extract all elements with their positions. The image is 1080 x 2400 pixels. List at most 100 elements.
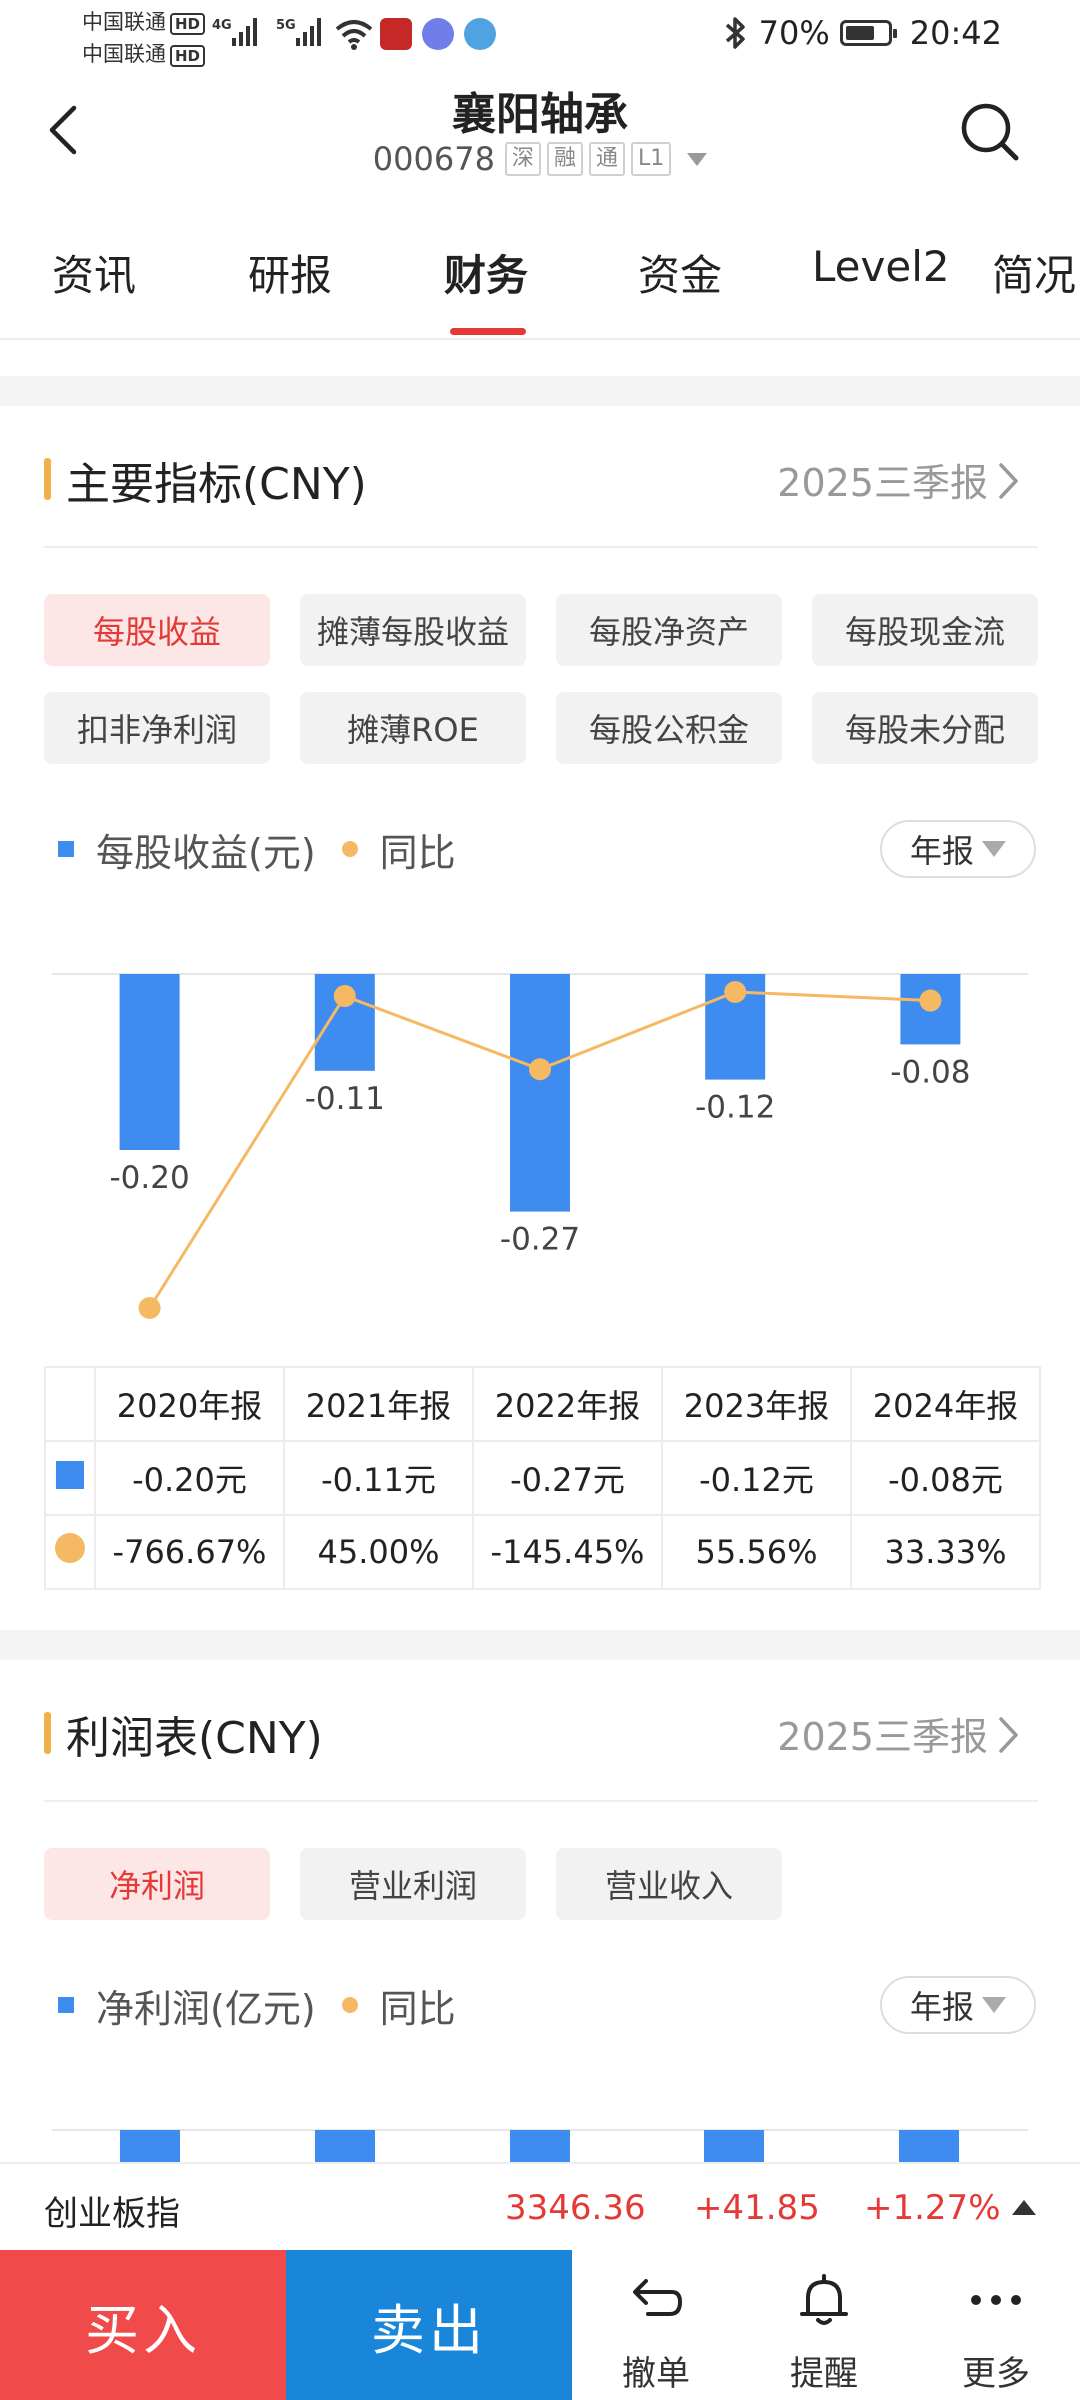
clock: 20:42 — [909, 14, 1002, 52]
period-select-value: 年报 — [909, 832, 974, 870]
table-header-row: 2020年报 2021年报 2022年报 2023年报 2024年报 — [44, 1366, 1041, 1442]
report-period-link[interactable]: 2025三季报 — [777, 461, 988, 505]
tab-finance[interactable]: 财务 — [444, 251, 529, 300]
table-cell: 45.00% — [283, 1514, 474, 1590]
divider — [44, 1800, 1038, 1802]
section-separator — [0, 1630, 1080, 1660]
hd-badge: HD — [170, 13, 206, 35]
stock-code-row[interactable]: 000678 深 融 通 L1 — [0, 140, 1080, 178]
tab-bar: 资讯 研报 财务 资金 Level2 简况 — [0, 200, 1080, 340]
period-select-value: 年报 — [909, 1988, 974, 2026]
eps-series-marker — [56, 1461, 84, 1489]
network-type-5g: 5G — [276, 18, 296, 33]
period-select[interactable]: 年报 — [880, 1976, 1036, 2034]
status-right-group: 70% 20:42 — [723, 14, 1002, 52]
legend-bar-marker — [58, 1997, 74, 2013]
dropdown-triangle-icon — [982, 841, 1006, 857]
table-row-eps: -0.20元 -0.11元 -0.27元 -0.12元 -0.08元 — [44, 1440, 1041, 1516]
margin-tag: 融 — [546, 142, 583, 176]
search-icon[interactable] — [958, 100, 1022, 164]
tab-capital[interactable]: 资金 — [638, 251, 723, 300]
tab-news[interactable]: 资讯 — [52, 251, 137, 300]
table-header-cell: 2021年报 — [283, 1366, 474, 1442]
music-app-icon — [422, 18, 454, 50]
chart-bar — [510, 2130, 570, 2162]
table-cell: 33.33% — [850, 1514, 1041, 1590]
chart-bar — [510, 974, 570, 1212]
chip-undistributed-per-share[interactable]: 每股未分配 — [812, 692, 1038, 764]
indicators-header[interactable]: 主要指标(CNY) 2025三季报 — [0, 406, 1080, 546]
bell-icon — [800, 2274, 848, 2325]
period-select[interactable]: 年报 — [880, 820, 1036, 878]
table-row-yoy: -766.67% 45.00% -145.45% 55.56% 33.33% — [44, 1514, 1041, 1590]
table-header-cell: 2022年报 — [472, 1366, 663, 1442]
section-title: 主要指标(CNY) — [66, 459, 367, 510]
chart-legend: 每股收益(元) 同比 — [58, 824, 456, 875]
eps-table: 2020年报 2021年报 2022年报 2023年报 2024年报 -0.20… — [44, 1366, 1041, 1590]
market-tag-shen: 深 — [504, 142, 541, 176]
revoke-order-button[interactable]: 撤单 — [596, 2250, 716, 2400]
tab-profile[interactable]: 简况 — [992, 251, 1077, 300]
table-cell: 55.56% — [661, 1514, 852, 1590]
chevron-right-icon[interactable] — [998, 462, 1020, 500]
more-label: 更多 — [962, 2354, 1030, 2394]
section-accent-bar — [44, 1712, 51, 1754]
signal-strength-icon — [296, 18, 321, 46]
index-name: 创业板指 — [44, 2194, 180, 2234]
chip-net-profit[interactable]: 净利润 — [44, 1848, 270, 1920]
tab-research[interactable]: 研报 — [248, 251, 333, 300]
index-change: +41.85 — [694, 2188, 820, 2228]
table-header-cell: 2023年报 — [661, 1366, 852, 1442]
chevron-down-icon[interactable] — [687, 152, 708, 166]
stock-name: 襄阳轴承 — [452, 89, 628, 140]
chip-eps[interactable]: 每股收益 — [44, 594, 270, 666]
chart-legend: 净利润(亿元) 同比 — [58, 1980, 456, 2031]
chip-diluted-roe[interactable]: 摊薄ROE — [300, 692, 526, 764]
yoy-point — [724, 981, 747, 1003]
chip-net-profit-ex[interactable]: 扣非净利润 — [44, 692, 270, 764]
chart-bar — [315, 2130, 375, 2162]
buy-button[interactable]: 买入 — [0, 2250, 286, 2400]
yoy-point — [919, 989, 942, 1012]
table-cell: -0.08元 — [850, 1440, 1041, 1516]
chevron-up-icon[interactable] — [1012, 2200, 1036, 2215]
alert-label: 提醒 — [790, 2354, 858, 2394]
bluetooth-icon — [725, 17, 745, 49]
browser-app-icon — [464, 18, 496, 50]
more-button[interactable]: 更多 — [936, 2250, 1056, 2400]
index-ticker[interactable]: 创业板指 3346.36 +41.85 +1.27% — [0, 2162, 1080, 2250]
table-cell: -0.20元 — [94, 1440, 285, 1516]
alert-button[interactable]: 提醒 — [764, 2250, 884, 2400]
chip-operating-profit[interactable]: 营业利润 — [300, 1848, 526, 1920]
stock-header: 襄阳轴承 000678 深 融 通 L1 — [0, 70, 1080, 200]
eps-chart: -0.20 -0.11 -0.27 -0.12 -0.08 — [52, 973, 1028, 1319]
more-dots-icon — [971, 2295, 1021, 2305]
undo-icon — [633, 2279, 683, 2316]
sell-button[interactable]: 卖出 — [286, 2250, 572, 2400]
network-type-4g: 4G — [212, 18, 232, 33]
bar-value-label: -0.08 — [890, 1054, 970, 1090]
legend-bar-marker — [58, 841, 74, 857]
legend-line-marker — [341, 841, 358, 857]
chevron-right-icon[interactable] — [998, 1716, 1020, 1754]
signal-strength-icon — [232, 18, 257, 46]
table-cell: -145.45% — [472, 1514, 663, 1590]
chart-bar — [899, 2130, 959, 2162]
chip-nav-per-share[interactable]: 每股净资产 — [556, 594, 782, 666]
back-arrow-icon[interactable] — [40, 100, 90, 160]
connect-tag: 通 — [588, 142, 625, 176]
tab-level2[interactable]: Level2 — [812, 242, 950, 291]
report-period-link[interactable]: 2025三季报 — [777, 1715, 988, 1759]
income-header[interactable]: 利润表(CNY) 2025三季报 — [0, 1660, 1080, 1800]
table-cell: -766.67% — [94, 1514, 285, 1590]
chart-bar — [120, 2130, 180, 2162]
section-separator — [0, 376, 1080, 406]
stock-code: 000678 — [372, 140, 495, 178]
chip-revenue[interactable]: 营业收入 — [556, 1848, 782, 1920]
chip-reserve-per-share[interactable]: 每股公积金 — [556, 692, 782, 764]
index-percent: +1.27% — [864, 2188, 1001, 2228]
chip-diluted-eps[interactable]: 摊薄每股收益 — [300, 594, 526, 666]
divider — [44, 546, 1038, 548]
chip-cashflow-per-share[interactable]: 每股现金流 — [812, 594, 1038, 666]
table-header-cell: 2024年报 — [850, 1366, 1041, 1442]
